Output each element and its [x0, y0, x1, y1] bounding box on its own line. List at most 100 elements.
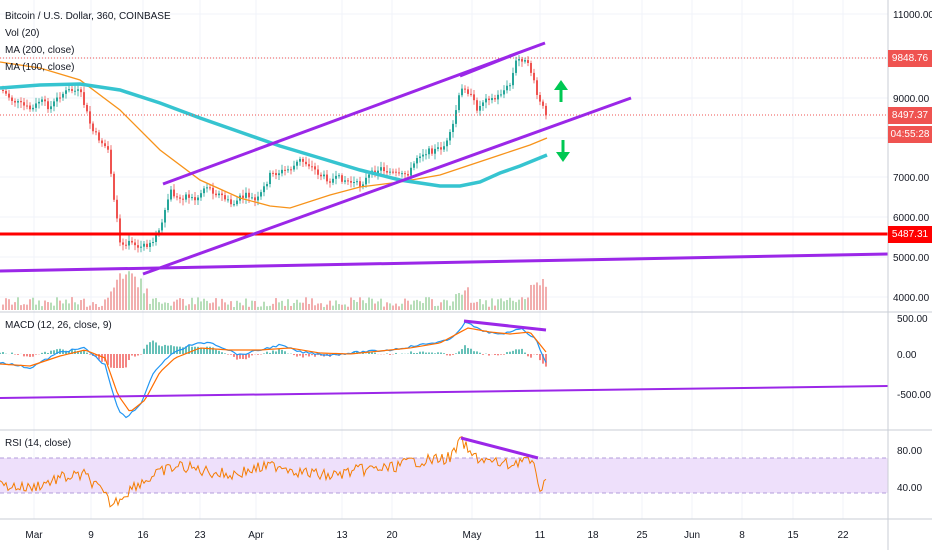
macd-histogram-bar — [242, 354, 244, 360]
volume-bar — [413, 300, 415, 310]
symbol-title[interactable]: Bitcoin / U.S. Dollar, 360, COINBASE — [5, 11, 171, 22]
volume-bar — [89, 305, 91, 310]
macd-histogram-bar — [113, 354, 115, 368]
rsi-tick-label: 40.00 — [897, 483, 922, 494]
volume-bar — [32, 297, 34, 310]
volume-bar — [212, 302, 214, 310]
macd-histogram-bar — [173, 346, 175, 354]
macd-histogram-bar — [422, 351, 424, 354]
candle-body — [383, 167, 385, 172]
volume-bar — [326, 304, 328, 310]
macd-histogram-bar — [245, 354, 247, 360]
macd-histogram-bar — [296, 354, 298, 357]
candle-body — [161, 222, 163, 231]
vol-legend[interactable]: Vol (20) — [5, 28, 40, 39]
volume-bar — [500, 298, 502, 310]
macd-trendline[interactable] — [0, 385, 889, 399]
macd-histogram-bar — [251, 354, 253, 356]
candle-body — [416, 158, 418, 164]
volume-bar — [431, 299, 433, 310]
rsi-axis[interactable]: 80.00 40.00 — [897, 446, 922, 494]
volume-bar — [74, 302, 76, 310]
time-axis[interactable]: Mar 9 16 23 Apr 13 20 May 11 18 25 Jun 8 15 22 — [25, 530, 849, 541]
volume-bar — [2, 304, 4, 310]
macd-histogram-bar — [542, 354, 544, 364]
candle-body — [542, 101, 544, 106]
candle-body — [101, 140, 103, 144]
macd-label[interactable]: MACD (12, 26, close, 9) — [5, 320, 112, 331]
candle-body — [362, 184, 364, 187]
candle-body — [224, 195, 226, 200]
macd-divergence-line[interactable] — [463, 319, 547, 332]
volume-bar — [194, 304, 196, 310]
rsi-legend: RSI (14, close) — [5, 437, 71, 450]
volume-bar — [440, 302, 442, 310]
candle-body — [89, 111, 91, 124]
candle-body — [422, 154, 424, 157]
volume-bar — [95, 304, 97, 310]
volume-bar — [23, 304, 25, 310]
ma200-legend[interactable]: MA (200, close) — [5, 45, 75, 56]
price-divergence-line[interactable] — [459, 51, 519, 78]
volume-bar — [503, 301, 505, 310]
ma100-legend[interactable]: MA (100, close) — [5, 62, 75, 73]
volume-bars — [2, 271, 547, 310]
candle-body — [377, 170, 379, 175]
macd-histogram-bar — [206, 346, 208, 354]
macd-histogram-bar — [212, 347, 214, 354]
time-tick-label: 9 — [88, 530, 94, 541]
candle-body — [410, 167, 412, 176]
time-tick-label: Mar — [25, 530, 43, 541]
channel-lower-line[interactable] — [142, 96, 632, 276]
candle-body — [434, 148, 436, 154]
volume-bar — [491, 298, 493, 310]
long-trendline[interactable] — [0, 252, 889, 273]
candle-body — [350, 181, 352, 183]
time-tick-label: 22 — [837, 530, 849, 541]
macd-histogram-bar — [308, 354, 310, 357]
volume-bar — [455, 294, 457, 310]
macd-histogram-bar — [17, 354, 19, 355]
macd-histogram-bar — [521, 348, 523, 354]
candle-body — [44, 99, 46, 102]
volume-bar — [392, 305, 394, 310]
volume-bar — [191, 297, 193, 310]
macd-histogram-bar — [98, 354, 100, 360]
volume-bar — [278, 302, 280, 310]
volume-bar — [236, 300, 238, 310]
price-tag-last: 8497.37 — [888, 107, 932, 124]
macd-histogram-bar — [311, 354, 313, 356]
macd-histogram-bar — [368, 352, 370, 354]
candle-body — [263, 186, 265, 193]
candle-body — [71, 89, 73, 91]
volume-bar — [122, 278, 124, 310]
rsi-label[interactable]: RSI (14, close) — [5, 438, 72, 449]
volume-bar — [536, 282, 538, 310]
rsi-divergence-line[interactable] — [460, 436, 539, 460]
candle-body — [290, 169, 292, 171]
volume-bar — [155, 298, 157, 310]
macd-histogram-bar — [200, 347, 202, 354]
time-tick-label: Apr — [248, 530, 264, 541]
volume-bar — [452, 301, 454, 310]
volume-bar — [434, 306, 436, 310]
volume-bar — [254, 301, 256, 310]
macd-axis[interactable]: 500.00 0.00 -500.00 — [897, 314, 931, 401]
macd-histogram-bar — [434, 353, 436, 354]
macd-histogram-bar — [131, 354, 133, 356]
macd-histogram-bar — [473, 351, 475, 354]
candle-body — [230, 199, 232, 205]
volume-bar — [356, 301, 358, 310]
candle-body — [29, 105, 31, 110]
candle-body — [77, 89, 79, 91]
candle-body — [74, 90, 76, 92]
macd-histogram-bar — [221, 352, 223, 354]
macd-histogram-bar — [77, 351, 79, 354]
volume-bar — [107, 297, 109, 310]
macd-histogram-bar — [464, 345, 466, 354]
volume-bar — [80, 300, 82, 310]
volume-bar — [302, 302, 304, 310]
candle-body — [476, 100, 478, 111]
